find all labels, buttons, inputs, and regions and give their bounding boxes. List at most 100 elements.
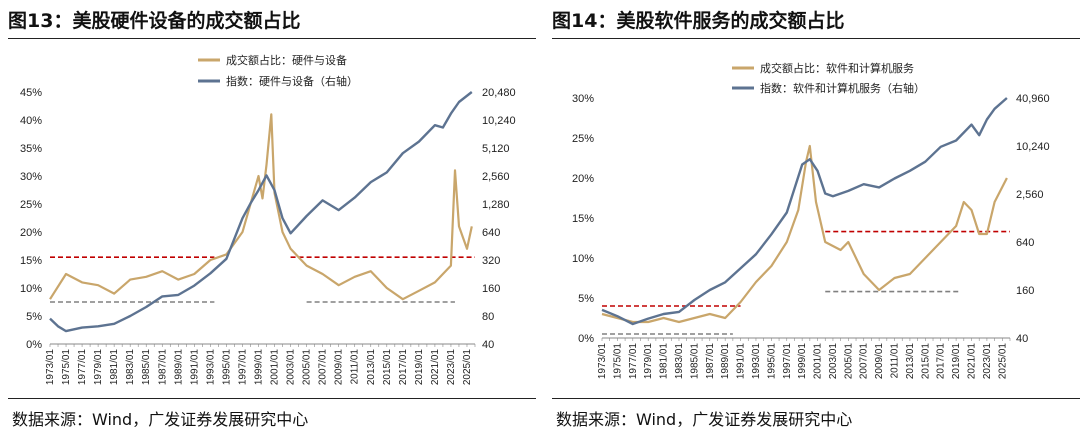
x-axis-tick-label: 1993/01 (205, 349, 216, 386)
x-axis-tick-label: 2001/01 (270, 349, 281, 386)
left-axis-tick-label: 40% (20, 115, 42, 127)
x-axis-tick-label: 1987/01 (157, 349, 168, 386)
x-axis-tick-label: 1981/01 (659, 343, 670, 380)
source-note: 数据来源：Wind，广发证券发展研究中心 (556, 410, 853, 429)
x-axis-tick-label: 1997/01 (782, 343, 793, 380)
left-axis-tick-label: 5% (26, 311, 42, 323)
left-axis-tick-label: 10% (572, 253, 594, 265)
title-divider (8, 38, 536, 39)
x-axis-tick-label: 1975/01 (61, 349, 72, 386)
chart-panel-14: 图14：美股软件服务的成交额占比 30% 25% 20% 15% 10% 5% 0% 40,9… (552, 0, 1080, 441)
legend-label-index: 指数：硬件与设备（右轴） (226, 74, 358, 88)
x-axis-tick-label: 1997/01 (237, 349, 248, 386)
x-axis-tick-label: 2021/01 (967, 343, 978, 380)
x-axis-tick-label: 2025/01 (997, 343, 1008, 380)
x-axis-tick-label: 1987/01 (705, 343, 716, 380)
chart-title: 图13：美股硬件设备的成交额占比 (8, 6, 300, 36)
right-axis-tick-label: 10,240 (482, 115, 516, 127)
x-axis-tick-label: 1991/01 (189, 349, 200, 386)
x-axis-tick-label: 2019/01 (414, 349, 425, 386)
x-axis-tick-label: 2017/01 (398, 349, 409, 386)
legend-label-ratio: 成交额占比：硬件与设备 (226, 53, 347, 67)
series-line-index (49, 91, 473, 333)
right-axis-tick-label: 640 (482, 227, 500, 239)
left-axis-tick-label: 20% (572, 173, 594, 185)
right-axis-tick-label: 40 (1016, 333, 1028, 345)
left-axis-tick-label: 35% (20, 143, 42, 155)
series-line-ratio (601, 144, 1008, 324)
x-axis-tick-label: 2017/01 (936, 343, 947, 380)
x-axis-tick-label: 2025/01 (462, 349, 473, 386)
source-divider (8, 398, 536, 399)
x-axis-tick-label: 2009/01 (874, 343, 885, 380)
right-axis-tick-label: 20,480 (482, 87, 516, 99)
x-axis-tick-label: 2019/01 (951, 343, 962, 380)
right-axis-tick-label: 160 (1016, 285, 1034, 297)
figure-label: 图14： (552, 10, 617, 32)
source-divider (552, 398, 1080, 399)
x-axis-tick-label: 2015/01 (920, 343, 931, 380)
legend-label-index: 指数：软件和计算机服务（右轴） (760, 81, 925, 95)
x-axis-tick-label: 2005/01 (843, 343, 854, 380)
right-axis-tick-label: 10,240 (1016, 141, 1050, 153)
x-axis-tick-label: 2003/01 (828, 343, 839, 380)
x-axis-tick-label: 1989/01 (173, 349, 184, 386)
x-axis-tick-label: 2009/01 (334, 349, 345, 386)
x-axis-tick-label: 2021/01 (430, 349, 441, 386)
x-axis-tick-label: 1983/01 (674, 343, 685, 380)
x-axis-tick-label: 1989/01 (720, 343, 731, 380)
left-axis-tick-label: 25% (572, 133, 594, 145)
chart-title-text: 美股软件服务的成交额占比 (616, 10, 845, 32)
x-axis-tick-label: 1993/01 (751, 343, 762, 380)
x-axis-tick-label: 2001/01 (813, 343, 824, 380)
x-axis-tick-label: 1995/01 (766, 343, 777, 380)
right-axis-tick-label: 2,560 (482, 171, 510, 183)
left-axis-tick-label: 0% (26, 339, 42, 351)
x-axis-tick-label: 1977/01 (77, 349, 88, 386)
x-axis-tick-label: 1977/01 (628, 343, 639, 380)
x-axis-tick-label: 1991/01 (736, 343, 747, 380)
legend-label-ratio: 成交额占比：软件和计算机服务 (760, 61, 914, 75)
chart-13-plot: 45% 40% 35% 30% 25% 20% 15% 10% 5% 0% 20,480 10,240… (20, 53, 516, 386)
x-axis-tick-label: 1973/01 (45, 349, 56, 386)
x-axis-tick-label: 1979/01 (93, 349, 104, 386)
right-axis-tick-label: 320 (482, 255, 500, 267)
left-axis-tick-label: 10% (20, 283, 42, 295)
x-axis-tick-label: 2023/01 (982, 343, 993, 380)
chart-title-text: 美股硬件设备的成交额占比 (72, 10, 301, 32)
chart-panel-13: 图13：美股硬件设备的成交额占比 45% 40% 35% 30% 25% 20% 15% 10… (8, 0, 536, 441)
right-axis-tick-label: 2,560 (1016, 189, 1044, 201)
series-line-index (601, 97, 1008, 326)
x-axis-tick-label: 1999/01 (797, 343, 808, 380)
x-axis-tick-label: 1975/01 (612, 343, 623, 380)
chart-title: 图14：美股软件服务的成交额占比 (552, 6, 844, 36)
left-axis-tick-label: 25% (20, 199, 42, 211)
x-axis-tick-label: 1981/01 (109, 349, 120, 386)
title-divider (552, 38, 1080, 39)
x-axis-tick-label: 1995/01 (221, 349, 232, 386)
left-axis-tick-label: 30% (20, 171, 42, 183)
x-axis-tick-label: 2007/01 (318, 349, 329, 386)
right-axis-tick-label: 40,960 (1016, 93, 1050, 105)
x-axis-tick-label: 1999/01 (253, 349, 264, 386)
left-axis-tick-label: 45% (20, 87, 42, 99)
right-axis-tick-label: 1,280 (482, 199, 510, 211)
right-axis-tick-label: 5,120 (482, 143, 510, 155)
x-axis-tick-label: 2023/01 (446, 349, 457, 386)
x-axis-tick-label: 2005/01 (302, 349, 313, 386)
right-axis-tick-label: 40 (482, 339, 494, 351)
left-axis-tick-label: 5% (578, 293, 594, 305)
x-axis-tick-label: 1983/01 (125, 349, 136, 386)
left-axis-tick-label: 15% (572, 213, 594, 225)
right-axis-tick-label: 640 (1016, 237, 1034, 249)
x-axis-tick-label: 1979/01 (643, 343, 654, 380)
left-axis-tick-label: 15% (20, 255, 42, 267)
left-axis-tick-label: 20% (20, 227, 42, 239)
series-line-ratio (49, 113, 473, 301)
x-axis-tick-label: 2003/01 (286, 349, 297, 386)
x-axis-tick-label: 2013/01 (905, 343, 916, 380)
x-axis-tick-label: 1985/01 (141, 349, 152, 386)
x-axis-tick-label: 1973/01 (597, 343, 608, 380)
x-axis-tick-label: 2015/01 (382, 349, 393, 386)
source-note: 数据来源：Wind，广发证券发展研究中心 (12, 410, 309, 429)
